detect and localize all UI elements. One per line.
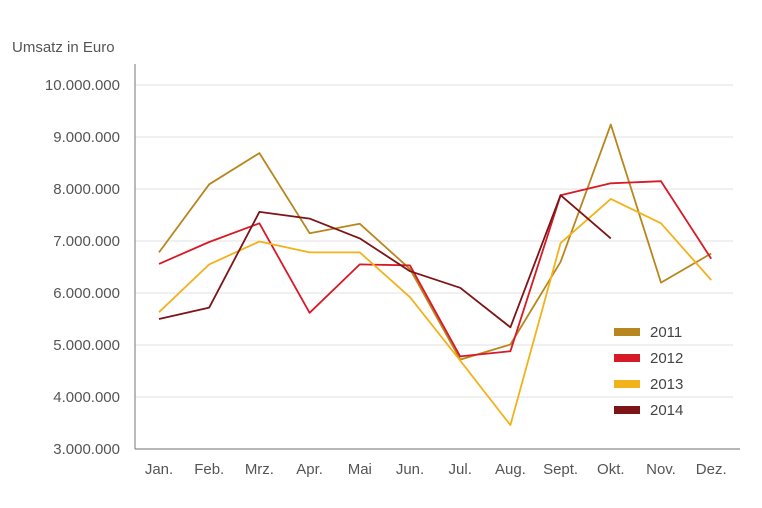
y-tick-label: 9.000.000	[53, 129, 120, 146]
y-tick-label: 7.000.000	[53, 233, 120, 250]
x-tick-label: Aug.	[495, 461, 526, 478]
x-tick-label: Feb.	[194, 461, 224, 478]
legend-swatch	[614, 354, 640, 362]
x-tick-label: Okt.	[597, 461, 625, 478]
legend-label: 2011	[650, 324, 682, 341]
y-tick-label: 3.000.000	[53, 441, 120, 458]
series-line-2014	[158, 194, 612, 329]
x-tick-label: Jul.	[449, 461, 472, 478]
y-tick-label: 4.000.000	[53, 389, 120, 406]
series-lines	[158, 123, 712, 427]
y-tick-label: 6.000.000	[53, 285, 120, 302]
series-line-2011	[158, 123, 712, 361]
legend-swatch	[614, 328, 640, 336]
legend-label: 2014	[650, 402, 683, 419]
legend-swatch	[614, 406, 640, 414]
y-tick-label: 10.000.000	[45, 77, 120, 94]
x-tick-label: Sept.	[543, 461, 578, 478]
x-tick-label: Apr.	[296, 461, 323, 478]
y-axis-title: Umsatz in Euro	[12, 39, 115, 56]
x-tick-label: Mrz.	[245, 461, 274, 478]
legend-label: 2013	[650, 376, 683, 393]
legend-label: 2012	[650, 350, 683, 367]
x-tick-label: Jan.	[145, 461, 173, 478]
x-tick-label: Mai	[348, 461, 372, 478]
x-tick-label: Jun.	[396, 461, 424, 478]
legend-swatch	[614, 380, 640, 388]
x-tick-label: Dez.	[696, 461, 727, 478]
y-tick-label: 8.000.000	[53, 181, 120, 198]
series-line-2013	[158, 197, 712, 427]
y-tick-label: 5.000.000	[53, 337, 120, 354]
grid-lines	[135, 84, 733, 398]
y-tick-labels: 3.000.000 4.000.000 5.000.000 6.000.000 7.00…	[45, 77, 120, 458]
legend: 2011 2012 2013 2014	[614, 324, 683, 419]
x-tick-label: Nov.	[646, 461, 676, 478]
x-tick-labels: Jan. Feb. Mrz. Apr. Mai Jun. Jul. Aug. Sept. Okt.…	[145, 461, 727, 478]
